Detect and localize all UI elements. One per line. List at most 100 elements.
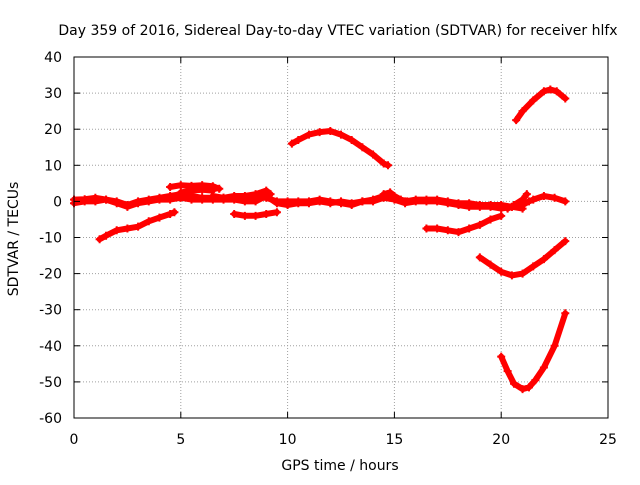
- data-point: [550, 246, 559, 255]
- data-point: [304, 130, 313, 139]
- series-track: [287, 127, 392, 170]
- series-track: [95, 208, 179, 244]
- chart-title: Day 359 of 2016, Sidereal Day-to-day VTE…: [58, 23, 617, 39]
- y-tick-label: 0: [53, 194, 62, 210]
- y-tick-label: -50: [39, 375, 62, 391]
- data-point: [475, 253, 484, 262]
- series-line: [177, 186, 216, 196]
- data-point: [198, 185, 207, 194]
- data-point: [230, 191, 239, 200]
- data-point: [272, 199, 281, 208]
- data-point: [166, 195, 175, 204]
- data-point: [102, 195, 111, 204]
- data-point: [262, 210, 271, 219]
- data-point: [176, 188, 185, 197]
- data-point: [512, 116, 521, 125]
- data-point: [337, 130, 345, 139]
- data-point: [134, 222, 143, 231]
- data-point: [215, 184, 224, 193]
- series-track: [514, 191, 570, 210]
- data-point: [539, 87, 548, 96]
- series-track: [379, 188, 412, 206]
- y-tick-label: -10: [39, 231, 62, 247]
- data-point: [294, 199, 303, 208]
- data-point: [550, 341, 559, 350]
- data-point: [524, 383, 533, 392]
- data-point: [454, 201, 463, 210]
- data-point: [369, 150, 378, 159]
- data-point: [497, 267, 506, 276]
- data-point: [304, 199, 313, 208]
- data-point: [539, 191, 548, 200]
- y-tick-label: -30: [39, 303, 62, 319]
- data-point: [166, 210, 175, 219]
- data-point: [486, 260, 495, 269]
- data-point: [123, 202, 132, 211]
- data-point: [326, 127, 335, 136]
- data-point: [358, 143, 367, 152]
- data-point: [529, 96, 538, 105]
- data-point: [112, 226, 121, 235]
- series-track: [176, 185, 217, 197]
- data-point: [198, 195, 207, 204]
- series-track: [230, 208, 281, 220]
- data-point: [272, 208, 281, 217]
- data-point: [522, 190, 531, 199]
- data-point: [91, 197, 100, 206]
- data-point: [503, 204, 512, 213]
- data-point: [379, 159, 388, 168]
- data-point: [475, 220, 484, 229]
- data-point: [518, 107, 527, 116]
- data-point: [294, 136, 303, 145]
- data-point: [422, 224, 431, 233]
- data-point: [251, 211, 260, 220]
- data-point: [155, 213, 164, 222]
- data-point: [112, 199, 121, 208]
- data-point: [510, 201, 519, 210]
- data-point: [518, 385, 527, 394]
- data-point: [251, 197, 260, 206]
- data-point: [475, 202, 484, 211]
- data-point: [433, 197, 442, 206]
- series-track: [475, 237, 570, 280]
- data-point: [315, 197, 324, 206]
- y-axis-label: SDTVAR / TECUs: [6, 182, 22, 297]
- data-point: [531, 376, 540, 385]
- data-point: [386, 188, 395, 197]
- x-tick-label: 15: [385, 432, 403, 448]
- data-point: [518, 269, 527, 278]
- data-point: [403, 197, 412, 206]
- data-point: [347, 199, 356, 208]
- data-point: [166, 182, 175, 191]
- data-point: [230, 210, 239, 219]
- data-point: [539, 255, 548, 264]
- x-tick-label: 10: [279, 432, 297, 448]
- data-point: [379, 190, 388, 199]
- data-point: [315, 128, 324, 137]
- data-point: [176, 181, 185, 190]
- data-point: [369, 197, 378, 206]
- x-axis-label: GPS time / hours: [281, 458, 398, 474]
- data-point: [550, 193, 559, 202]
- data-point: [524, 197, 533, 206]
- data-point: [187, 186, 196, 195]
- data-point: [510, 379, 519, 388]
- data-point: [507, 271, 516, 280]
- data-point: [529, 262, 538, 271]
- data-point: [358, 197, 367, 206]
- series-track: [503, 190, 531, 213]
- series-track: [422, 211, 506, 237]
- data-point: [552, 87, 561, 96]
- data-point: [134, 199, 143, 208]
- data-point: [219, 193, 228, 202]
- data-point: [170, 208, 179, 217]
- data-point: [266, 190, 275, 199]
- data-point: [123, 224, 132, 233]
- data-point: [529, 195, 538, 204]
- data-point: [396, 195, 405, 204]
- data-point: [503, 367, 512, 376]
- data-point: [287, 139, 296, 148]
- data-point: [465, 224, 474, 233]
